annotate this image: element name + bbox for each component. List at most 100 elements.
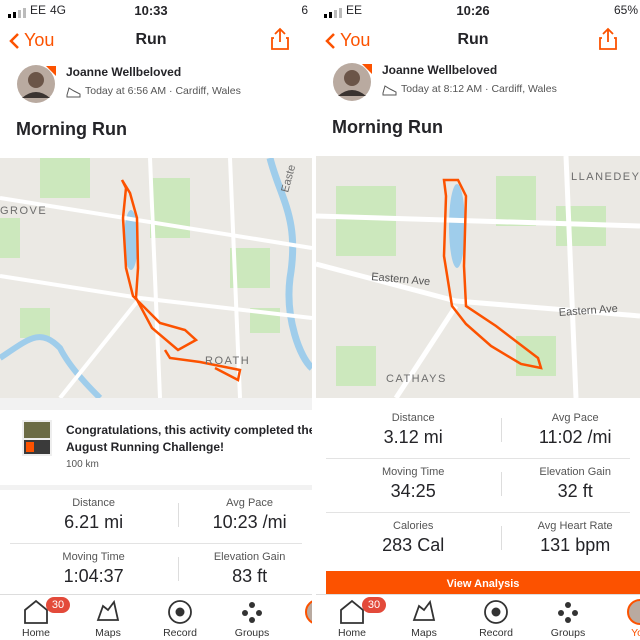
tab-bar: Home Maps Record Groups You 30 [316,594,640,640]
shoe-icon [382,83,398,101]
map-label: GROVE [0,205,47,217]
stat-value: 283 Cal [382,535,445,555]
back-button[interactable]: You [324,30,370,51]
back-label[interactable]: You [340,30,371,50]
back-label[interactable]: You [24,30,55,50]
challenge-badge [22,420,52,461]
activity-screen: LLANEDEYR Eastern Ave Eastern Ave CATHAY… [316,0,640,640]
tab-icon [410,598,438,631]
gap [0,485,312,490]
tab[interactable]: Home [322,595,382,640]
activity-meta: Today at 6:56 AM · Cardiff, Wales [85,85,241,97]
stat-value: 32 ft [557,481,593,501]
battery: 6 [301,3,308,17]
stat-label: Moving Time [62,551,125,563]
tab[interactable]: Groups [538,595,598,640]
tab-label: Record [479,627,513,639]
tab-icon [94,598,122,631]
share-button[interactable] [598,27,618,56]
stat-value: 10:23 /mi [212,512,287,532]
carrier: EE [30,3,47,17]
stat-label: Elevation Gain [539,466,611,478]
stat-value: 131 bpm [540,535,611,555]
row-divider [10,543,302,544]
challenge-sub: 100 km [66,459,99,470]
tab[interactable]: Maps [394,595,454,640]
tab-label: Maps [95,627,121,639]
tab[interactable]: You [610,595,640,640]
share-button[interactable] [270,27,290,56]
map-label: CATHAYS [386,373,447,385]
nav-title: Run [135,31,167,48]
network: 4G [50,3,67,17]
challenge-card[interactable]: Congratulations, this activity completed… [10,410,312,485]
stat-label: Distance [391,412,435,424]
tab-icon [22,598,50,631]
shoe-icon [66,85,82,103]
row-divider [326,512,630,513]
stat-label: Elevation Gain [213,551,286,563]
activity-title: Morning Run [332,117,443,137]
stat-divider [177,503,179,527]
tab-icon [554,598,582,631]
tab-icon [338,598,366,631]
tab[interactable]: Home [6,595,66,640]
gap [0,398,312,410]
map-label: Eastern Ave [371,271,431,288]
activity-title: Morning Run [16,119,127,139]
stat-label: Distance [72,497,115,509]
map-label: ROATH [205,355,250,367]
athlete-name: Joanne Wellbeloved [382,63,498,77]
tab[interactable]: Record [466,595,526,640]
stat-label: Avg Heart Rate [537,520,613,532]
stat-divider [177,557,179,581]
activity-screen: GROVE ROATH Easte EE 4G 10:33 6 You Run Joanne… [0,0,312,640]
challenge-text: Congratulations, this activity completed… [66,423,312,454]
stat-value: 83 ft [232,566,268,586]
route-map[interactable]: GROVE ROATH Easte [0,158,312,398]
stat-value: 3.12 mi [383,427,443,447]
stat-value: 6.21 mi [64,512,124,532]
activity-meta: Today at 8:12 AM · Cardiff, Wales [401,83,557,95]
stat-value: 34:25 [390,481,436,501]
tab-label: Maps [411,627,437,639]
tab-icon [626,598,640,631]
map-label: Eastern Ave [558,303,618,319]
stat-value: 1:04:37 [63,566,124,586]
notification-badge: 30 [362,597,386,613]
view-analysis-button[interactable]: View Analysis [326,571,640,597]
stat-label: Calories [393,520,434,532]
tab-label: Groups [550,627,586,639]
stat-divider [500,472,502,496]
carrier: EE [346,3,363,17]
map-label: LLANEDEYR [571,171,640,183]
stat-divider [500,418,502,442]
stat-label: Moving Time [382,466,445,478]
athlete-name: Joanne Wellbeloved [66,65,182,79]
signal-icon [324,5,342,23]
avatar [16,64,56,109]
tab-icon [304,598,312,631]
tab[interactable]: Record [150,595,210,640]
tab-icon [166,598,194,631]
stat-label: Avg Pace [226,497,274,509]
row-divider [326,458,630,459]
notification-badge: 30 [46,597,70,613]
tab-bar: Home Maps Record Groups 30 [0,594,312,640]
tab-label: Home [21,627,50,639]
tab-label: Record [163,627,197,639]
tab-icon [482,598,510,631]
tab[interactable]: Maps [78,595,138,640]
tab-icon [238,598,266,631]
stat-value: 11:02 /mi [538,427,612,447]
stat-label: Avg Pace [551,412,599,424]
tab-label: Groups [234,627,270,639]
route-map[interactable]: LLANEDEYR Eastern Ave Eastern Ave CATHAY… [316,156,640,398]
nav-title: Run [457,31,489,48]
clock: 10:33 [134,3,168,18]
back-button[interactable]: You [8,30,54,51]
stat-divider [500,526,502,550]
tab[interactable]: Groups [222,595,282,640]
avatar [332,62,372,107]
